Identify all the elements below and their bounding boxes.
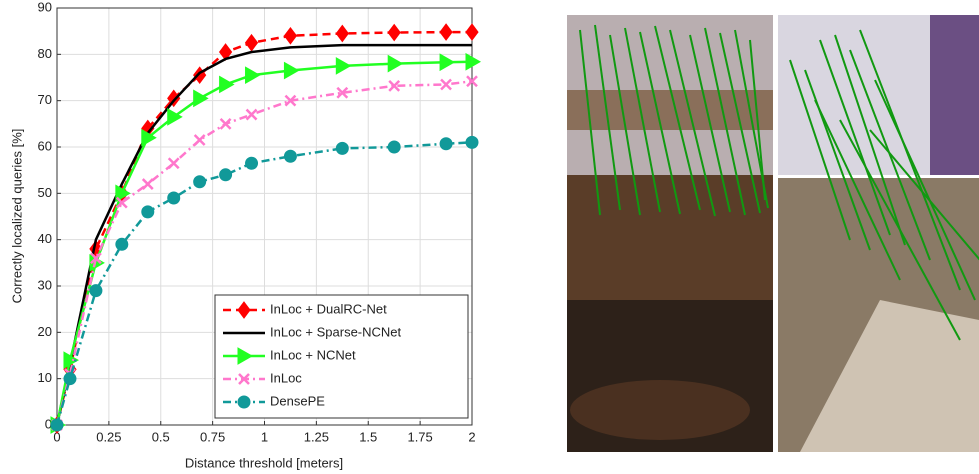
legend-marker (237, 301, 251, 319)
y-tick-label: 10 (38, 370, 52, 385)
marker (465, 135, 479, 149)
x-tick-label: 0.5 (152, 429, 170, 444)
marker (193, 89, 209, 108)
y-tick-label: 0 (45, 416, 52, 431)
marker (115, 196, 128, 209)
marker (283, 149, 297, 163)
marker (335, 57, 352, 75)
marker (193, 175, 207, 189)
marker (245, 66, 261, 85)
marker (440, 78, 452, 91)
series-line (55, 141, 473, 426)
marker (193, 134, 206, 146)
marker (244, 33, 259, 52)
marker (63, 372, 77, 386)
marker (439, 137, 453, 151)
marker (141, 205, 155, 219)
legend-label: InLoc + Sparse-NCNet (270, 324, 402, 339)
y-tick-label: 70 (38, 92, 52, 107)
x-tick-label: 0.75 (200, 429, 225, 444)
marker (336, 86, 349, 99)
marker (387, 23, 401, 42)
marker (89, 284, 103, 298)
legend-label: InLoc (270, 370, 302, 385)
marker (167, 108, 183, 126)
marker (219, 168, 233, 182)
series-line (55, 60, 473, 426)
marker (167, 191, 181, 205)
wallpaper (930, 15, 979, 175)
marker (50, 418, 64, 432)
marker (335, 141, 349, 155)
y-tick-label: 50 (38, 185, 52, 200)
marker (335, 24, 349, 43)
table (570, 380, 750, 440)
marker (283, 26, 298, 45)
y-tick-label: 30 (38, 277, 52, 292)
plot-frame (56, 7, 473, 426)
y-tick-label: 40 (38, 231, 52, 246)
marker (115, 237, 129, 251)
series-line (55, 30, 472, 426)
y-tick-label: 90 (38, 0, 52, 14)
x-tick-label: 2 (468, 429, 475, 444)
marker (90, 252, 102, 265)
legend-marker (238, 373, 250, 385)
series-line (55, 43, 472, 426)
marker (465, 23, 479, 41)
y-tick-label: 80 (38, 46, 52, 61)
series-line (55, 79, 473, 426)
x-tick-label: 1.75 (407, 429, 432, 444)
marker (283, 61, 300, 80)
marker (115, 184, 131, 203)
marker (219, 117, 232, 130)
marker (439, 53, 456, 72)
x-tick-label: 1 (261, 429, 268, 444)
photos (567, 15, 979, 452)
photo-band (567, 90, 773, 130)
legend-label: DensePE (270, 393, 325, 408)
legend-marker (237, 347, 254, 365)
x-axis-label: Distance threshold [meters] (185, 455, 343, 470)
marker (63, 351, 79, 369)
legend-label: InLoc + NCNet (270, 347, 356, 362)
y-tick-label: 20 (38, 324, 52, 339)
marker (245, 156, 259, 170)
y-axis-label: Correctly localized queries [%] (9, 129, 24, 304)
marker (141, 178, 154, 190)
marker (388, 79, 401, 92)
marker (387, 54, 404, 73)
marker (141, 128, 157, 147)
x-tick-label: 1.25 (304, 429, 329, 444)
marker (284, 94, 297, 107)
marker (245, 108, 258, 121)
marker (466, 75, 478, 88)
legend-marker (237, 395, 251, 409)
marker (167, 157, 180, 170)
x-tick-label: 1.5 (359, 429, 377, 444)
y-tick-label: 60 (38, 138, 52, 153)
marker (387, 140, 401, 154)
marker (465, 52, 482, 71)
matches (579, 24, 979, 341)
legend-label: InLoc + DualRC-Net (270, 301, 387, 316)
marker (219, 75, 235, 94)
x-tick-label: 0 (53, 429, 60, 444)
x-tick-label: 0.25 (96, 429, 121, 444)
marker (439, 23, 453, 41)
corridor-floor (800, 300, 979, 452)
